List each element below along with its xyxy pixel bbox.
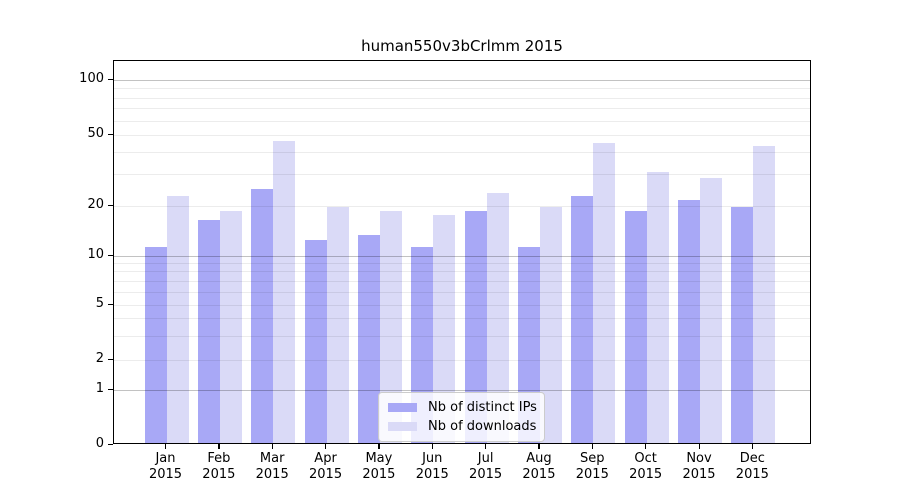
x-tick-label-dec: Dec 2015 [735,451,769,482]
bar-downloads-nov [700,177,722,443]
plot-area [113,60,811,444]
legend-swatch-0 [388,403,417,412]
x-tick-label-sep: Sep 2015 [575,451,609,482]
bar-downloads-feb [219,211,242,443]
gridline-10 [114,255,810,257]
x-tick-mark [378,444,380,449]
bar-ips-may [357,234,380,443]
gridline-80 [114,97,810,99]
x-tick-label-feb: Feb 2015 [202,451,236,482]
chart-title: human550v3bCrlmm 2015 [361,37,563,55]
gridline-60 [114,120,810,122]
bar-downloads-jan [166,196,189,443]
x-tick-mark [538,444,540,449]
gridline-8 [114,271,810,273]
y-tick-mark [108,389,113,391]
legend-row-0: Nb of distinct IPs [388,398,537,417]
y-tick-label: 10 [87,246,104,262]
gridline-90 [114,88,810,90]
legend: Nb of distinct IPs Nb of downloads [378,392,545,442]
x-tick-mark [485,444,487,449]
bar-downloads-apr [326,207,349,443]
gridline-7 [114,280,810,282]
x-tick-mark [165,444,167,449]
y-tick-mark [108,254,113,256]
x-tick-label-jun: Jun 2015 [415,451,449,482]
bar-ips-nov [678,199,700,443]
legend-swatch-1 [388,422,417,431]
bar-downloads-aug [539,207,562,443]
bar-downloads-oct [646,172,669,443]
x-tick-label-apr: Apr 2015 [309,451,343,482]
gridline-3 [114,335,810,337]
bar-ips-mar [251,189,274,443]
gridline-70 [114,108,810,110]
bar-ips-sep [571,196,594,443]
y-tick-label: 100 [79,71,104,86]
bar-ips-apr [304,240,327,443]
x-tick-mark [431,444,433,449]
gridline-6 [114,291,810,293]
x-tick-mark [751,444,754,449]
x-tick-label-aug: Aug 2015 [522,451,556,482]
x-tick-mark [271,444,273,449]
legend-row-1: Nb of downloads [388,417,537,436]
y-tick-mark [108,359,113,361]
bar-downloads-dec [753,146,776,443]
gridline-4 [114,318,810,320]
gridline-100 [114,80,810,81]
bar-ips-feb [197,219,220,443]
bar-ips-jul [464,211,487,443]
x-tick-label-jul: Jul 2015 [469,451,503,482]
bar-ips-jan [144,246,167,443]
bar-downloads-jun [433,215,456,443]
y-tick-mark [108,304,113,306]
y-tick-mark [108,204,113,206]
gridline-20 [114,205,810,207]
bar-downloads-jul [486,192,509,443]
gridline-2 [114,360,810,361]
gridline-30 [114,174,810,176]
gridline-5 [114,305,810,306]
gridline-1 [114,390,810,391]
x-tick-mark [645,444,647,449]
gridline-9 [114,263,810,265]
y-tick-label: 2 [95,351,104,366]
bar-downloads-sep [593,142,616,443]
y-tick-mark [108,79,113,81]
bar-downloads-mar [273,141,296,443]
x-tick-mark [218,444,220,449]
gridline-40 [114,152,810,154]
x-tick-mark [698,444,700,449]
x-tick-mark [591,444,593,449]
y-tick-label: 1 [95,381,104,396]
x-tick-label-mar: Mar 2015 [255,451,289,482]
x-tick-label-nov: Nov 2015 [682,451,716,482]
legend-label-0: Nb of distinct IPs [428,400,537,415]
y-tick-label: 0 [95,436,104,451]
bar-ips-oct [624,211,647,443]
x-tick-label-jan: Jan 2015 [148,451,183,482]
bar-downloads-may [379,211,402,443]
y-tick-mark [108,134,113,136]
x-tick-label-oct: Oct 2015 [629,451,663,482]
y-tick-label: 20 [87,196,104,212]
y-tick-label: 50 [87,126,104,141]
bar-ips-dec [731,207,754,443]
x-tick-mark [325,444,327,449]
y-tick-mark [108,444,113,446]
x-tick-label-may: May 2015 [362,451,396,482]
y-tick-label: 5 [95,296,104,311]
gridline-50 [114,135,810,136]
legend-label-1: Nb of downloads [428,419,537,434]
